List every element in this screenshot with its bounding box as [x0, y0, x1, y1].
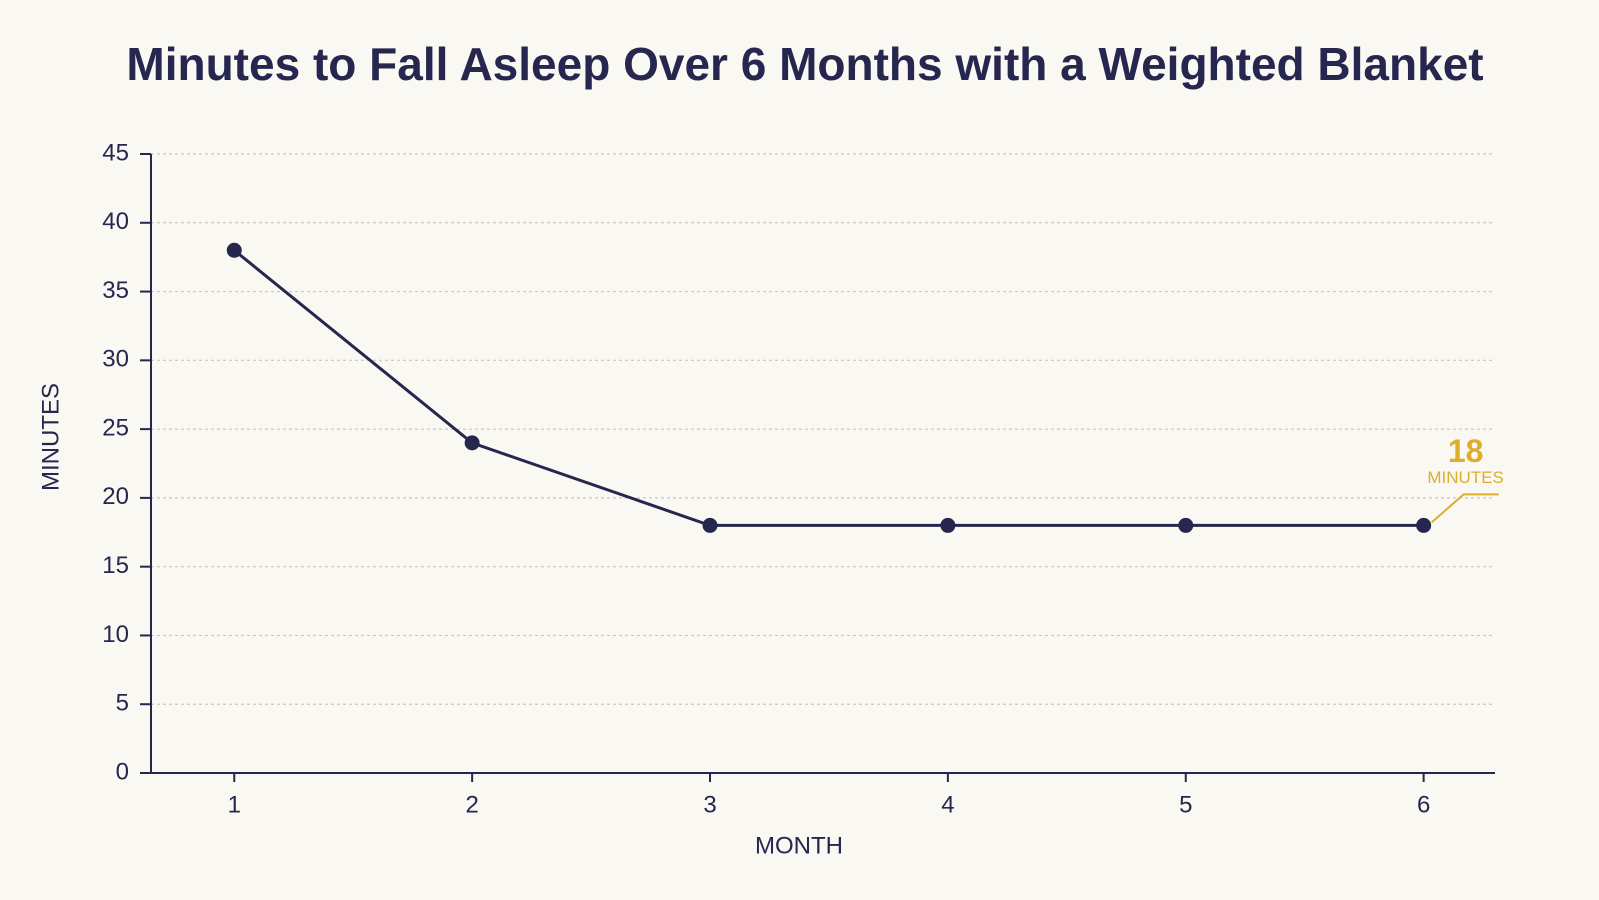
y-axis-label: MINUTES	[37, 383, 64, 491]
y-tick-label: 35	[102, 277, 129, 304]
x-tick-label: 1	[228, 791, 241, 818]
value-label-unit: MINUTES	[1427, 468, 1504, 487]
y-tick-label: 5	[116, 690, 129, 717]
y-tick-label: 0	[116, 758, 129, 785]
y-tick-label: 10	[102, 621, 129, 648]
data-point	[1178, 517, 1194, 533]
x-tick-label: 6	[1417, 791, 1430, 818]
x-axis-label: MONTH	[755, 832, 843, 859]
x-tick-label: 3	[703, 791, 716, 818]
y-tick-label: 15	[102, 552, 129, 579]
series-line	[233, 249, 1424, 527]
x-tick-label: 2	[465, 791, 478, 818]
chart-title: Minutes to Fall Asleep Over 6 Months wit…	[126, 38, 1483, 90]
y-tick-label: 30	[102, 346, 129, 373]
data-point	[940, 517, 956, 533]
x-tick-label: 4	[941, 791, 954, 818]
annotation-leader	[1430, 493, 1499, 524]
value-label: 18	[1448, 433, 1484, 469]
y-tick-label: 25	[102, 414, 129, 441]
data-point	[464, 435, 480, 451]
x-tick-label: 5	[1179, 791, 1192, 818]
data-point	[702, 517, 718, 533]
y-tick-label: 40	[102, 208, 129, 235]
data-point	[226, 242, 242, 258]
data-point	[1416, 517, 1432, 533]
y-tick-label: 45	[102, 139, 129, 166]
y-tick-label: 20	[102, 483, 129, 510]
